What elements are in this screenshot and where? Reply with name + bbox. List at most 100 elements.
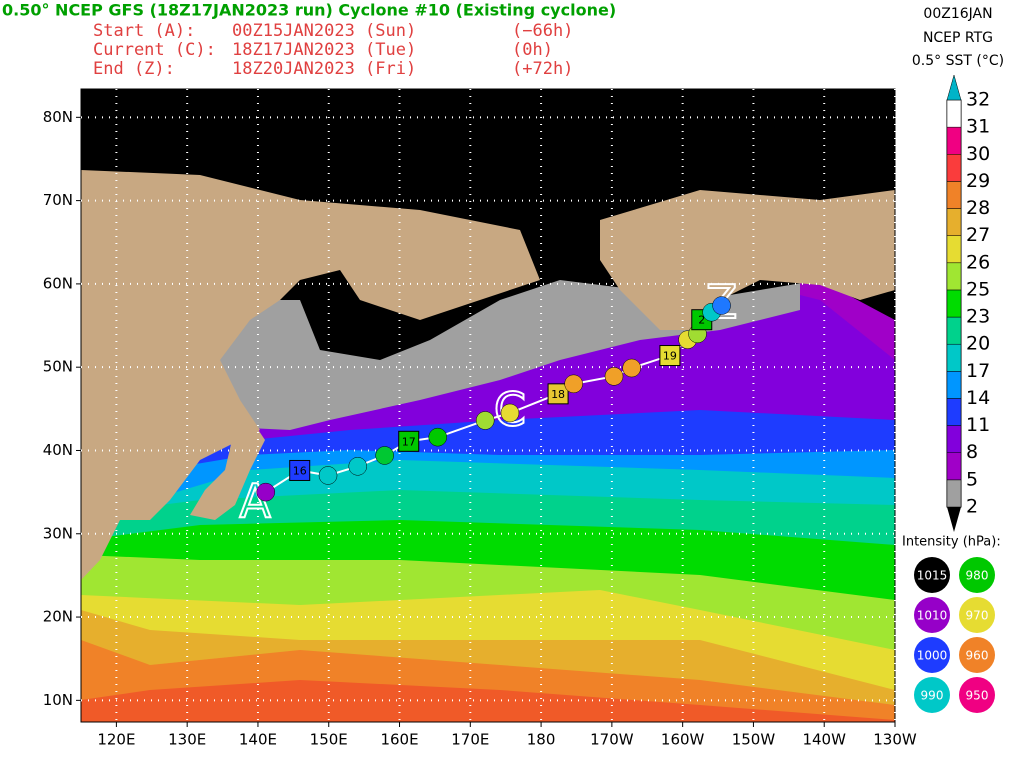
header-label: Start (A): (93, 21, 195, 41)
colorbar-segment (946, 208, 962, 236)
x-tick-label: 120E (97, 731, 135, 749)
colorbar-label: 8 (966, 441, 978, 463)
header-offset: (−66h) (512, 21, 573, 41)
y-tick-label: 50N (43, 358, 73, 376)
source-line: NCEP RTG (923, 30, 993, 46)
track-day-point (659, 345, 681, 367)
colorbar-segment (946, 343, 962, 372)
x-tick-label: 170W (590, 731, 634, 749)
x-tick-label: 150E (310, 731, 348, 749)
colorbar-label: 26 (966, 251, 990, 273)
y-tick-label: 40N (43, 441, 73, 459)
colorbar-segment (946, 154, 962, 182)
intensity-swatch (914, 597, 950, 633)
colorbar-label: 11 (966, 414, 990, 436)
y-tick-label: 20N (43, 608, 73, 626)
colorbar-label: 32 (966, 89, 990, 111)
track-point (475, 411, 495, 430)
intensity-label: 970 (966, 609, 989, 623)
x-tick-label: 140E (239, 731, 277, 749)
colorbar-label: 23 (966, 306, 990, 328)
intensity-swatch (914, 557, 950, 593)
track-point (428, 427, 447, 447)
intensity-label: 1000 (917, 649, 948, 663)
y-tick-label: 60N (43, 274, 73, 292)
intensity-swatch (959, 597, 995, 633)
track-day-point (398, 430, 420, 452)
colorbar-segment (946, 398, 962, 426)
track-point (564, 374, 583, 394)
y-tick-label: 70N (43, 191, 73, 209)
header-date: 18Z20JAN2023 (Fri) (232, 59, 416, 79)
header-date: 00Z15JAN2023 (Sun) (232, 21, 416, 41)
track-day-point (547, 383, 569, 405)
colorbar-high (946, 74, 962, 101)
x-tick-label: 140W (802, 731, 846, 749)
colorbar-segment (946, 262, 962, 291)
x-tick-label: 150W (732, 731, 776, 749)
colorbar-segment (946, 289, 962, 318)
track-point (348, 457, 368, 476)
intensity-label: 1010 (917, 609, 948, 623)
intensity-label: 980 (966, 569, 989, 583)
header-label: End (Z): (93, 59, 175, 79)
intensity-swatch (914, 637, 950, 673)
legend-title: Intensity (hPa): (902, 535, 1001, 550)
intensity-swatch (914, 677, 950, 713)
track-day-label: 2 (698, 314, 705, 327)
track-point (500, 403, 520, 423)
header-offset: (+72h) (512, 59, 573, 79)
y-tick-label: 30N (43, 524, 73, 542)
track-day-point (289, 459, 311, 481)
colorbar-segment (946, 181, 962, 209)
colorbar-label: 27 (966, 224, 990, 246)
x-tick-label: 160W (661, 731, 705, 749)
header-label: Current (C): (93, 40, 216, 60)
colorbar-label: 25 (966, 278, 990, 300)
track-point (622, 358, 641, 378)
track-day-label: 16 (293, 464, 307, 477)
colorbar-label: 14 (966, 387, 990, 409)
title: 0.50° NCEP GFS (18Z17JAN2023 run) Cyclon… (2, 1, 616, 20)
colorbar-segment (946, 235, 962, 264)
colorbar-label: 31 (966, 116, 990, 138)
colorbar-segment (946, 316, 962, 345)
x-tick-label: 180 (527, 731, 556, 749)
x-tick-label: 130W (873, 731, 917, 749)
intensity-swatch (959, 557, 995, 593)
colorbar-label: 30 (966, 143, 990, 165)
x-tick-label: 170E (451, 731, 489, 749)
track-day-label: 18 (551, 388, 565, 401)
intensity-swatch (959, 637, 995, 673)
colorbar-segment (946, 371, 962, 399)
colorbar-label: 29 (966, 170, 990, 192)
colorbar-segment (946, 99, 962, 128)
intensity-swatch (959, 677, 995, 713)
map-frame (80, 88, 896, 723)
y-tick-label: 10N (43, 691, 73, 709)
colorbar-segment (946, 452, 962, 481)
y-tick-label: 80N (43, 108, 73, 126)
colorbar-segment (946, 126, 962, 155)
source-line: 0.5° SST (°C) (912, 53, 1004, 69)
colorbar-label: 17 (966, 360, 990, 382)
header-offset: (0h) (512, 40, 553, 60)
track-point (318, 466, 338, 485)
track-point (375, 446, 394, 465)
intensity-label: 1015 (917, 569, 948, 583)
track-point (256, 482, 275, 502)
sst-field (81, 89, 895, 722)
x-tick-label: 160E (380, 731, 418, 749)
intensity-label: 950 (966, 689, 989, 703)
x-tick-label: 130E (168, 731, 206, 749)
colorbar-label: 20 (966, 333, 990, 355)
colorbar-label: 28 (966, 197, 990, 219)
colorbar-segment (946, 425, 962, 453)
colorbar-label: 5 (966, 468, 978, 490)
header-date: 18Z17JAN2023 (Tue) (232, 40, 416, 60)
track-point (604, 367, 624, 386)
colorbar-low (947, 507, 961, 532)
colorbar-label: 2 (966, 496, 978, 518)
